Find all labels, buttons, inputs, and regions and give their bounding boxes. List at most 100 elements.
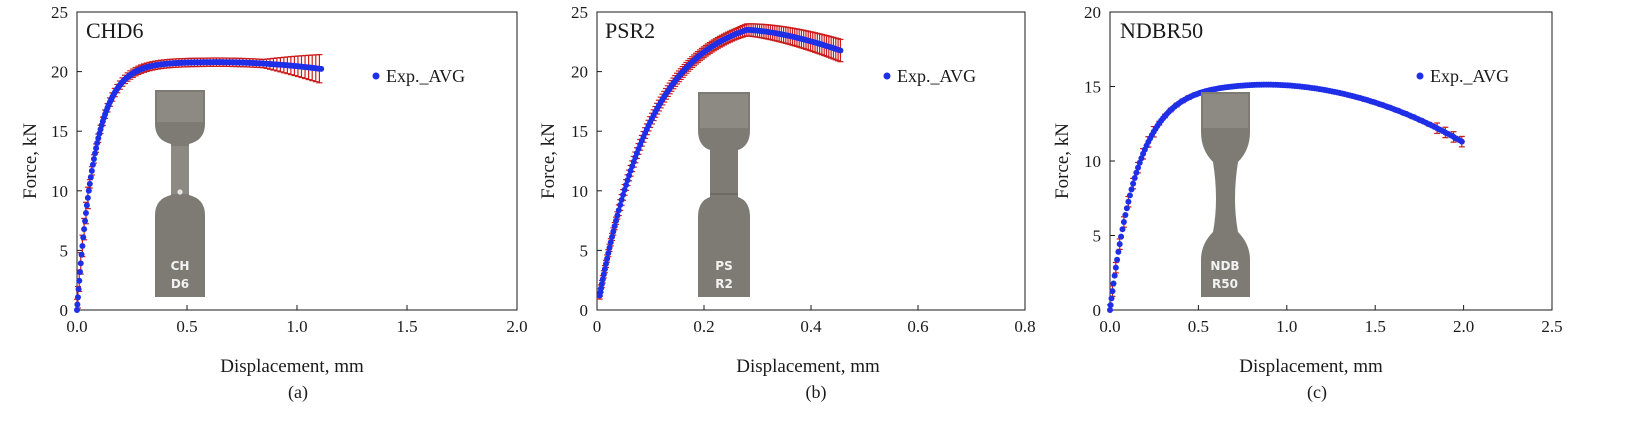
data-point: [74, 294, 81, 301]
x-tick-label: 0.0: [1099, 317, 1120, 336]
data-point: [1108, 295, 1115, 302]
panel-b-legend-label: Exp._AVG: [897, 66, 976, 86]
data-point: [602, 260, 609, 267]
data-point: [1136, 159, 1143, 166]
data-point: [80, 234, 87, 241]
x-tick-label: 0.4: [800, 317, 822, 336]
panel-a-xlabel: Displacement, mm: [220, 356, 364, 377]
panel-c-frame: [1109, 11, 1553, 311]
y-tick-label: 20: [51, 63, 68, 82]
data-point: [84, 194, 91, 201]
data-point: [1110, 280, 1117, 287]
panel-a-specimen-label-2: D6: [171, 277, 189, 291]
data-point: [1135, 164, 1142, 171]
data-point: [1131, 175, 1138, 182]
panel-a-ylabel: Force, kN: [20, 123, 41, 199]
panel-c-specimen-label-2: R50: [1212, 277, 1238, 291]
data-point: [92, 150, 99, 157]
data-point: [621, 186, 628, 193]
x-tick-label: 1.0: [286, 317, 307, 336]
panel-b-ylabel: Force, kN: [538, 123, 559, 199]
panel-c-specimen-label-1: NDB: [1210, 259, 1239, 273]
y-tick-label: 15: [51, 122, 68, 141]
y-tick-label: 20: [1084, 3, 1101, 22]
data-point: [1126, 192, 1133, 199]
data-point: [93, 145, 100, 152]
x-tick-label: 0.6: [907, 317, 928, 336]
data-point: [609, 233, 616, 240]
panel-c-points: [1107, 81, 1465, 313]
y-tick-label: 0: [580, 301, 589, 320]
data-point: [94, 140, 101, 147]
data-point: [74, 307, 80, 313]
panel-b-specimen-label-1: PS: [715, 259, 732, 273]
panel-a-legend-label: Exp._AVG: [386, 66, 465, 86]
y-tick-label: 0: [1093, 301, 1102, 320]
x-tick-label: 0.5: [1188, 317, 1209, 336]
x-tick-label: 1.5: [396, 317, 417, 336]
data-point: [79, 242, 86, 249]
x-tick-label: 0.5: [176, 317, 197, 336]
data-point: [74, 301, 81, 308]
data-point: [618, 196, 625, 203]
y-tick-label: 10: [1084, 152, 1101, 171]
data-point: [75, 286, 82, 293]
data-point: [599, 276, 606, 283]
data-point: [615, 207, 622, 214]
panel-c-specimen-photo: NDB R50: [1201, 92, 1250, 297]
y-tick-label: 20: [571, 63, 588, 82]
data-point: [86, 180, 93, 187]
data-point: [614, 212, 621, 219]
data-point: [606, 244, 613, 251]
data-point: [601, 266, 608, 273]
data-point: [95, 135, 102, 142]
y-tick-label: 5: [1093, 227, 1102, 246]
data-point: [605, 250, 612, 257]
data-point: [90, 155, 97, 162]
data-point: [1130, 180, 1137, 187]
data-point: [76, 277, 83, 284]
panel-c-legend-marker: [1416, 72, 1424, 80]
panel-c-title: NDBR50: [1120, 18, 1203, 43]
x-tick-label: 2.0: [506, 317, 527, 336]
y-tick-label: 10: [571, 182, 588, 201]
data-point: [607, 239, 614, 246]
data-point: [610, 228, 617, 235]
data-point: [89, 161, 96, 168]
data-point: [81, 226, 88, 233]
panel-a-caption: (a): [288, 382, 308, 403]
panel-c-xlabel: Displacement, mm: [1239, 356, 1383, 377]
data-point: [1133, 169, 1140, 176]
data-point: [88, 167, 95, 174]
panel-a-specimen-photo: CH D6: [155, 90, 205, 297]
data-point: [1111, 272, 1118, 279]
x-tick-label: 0.0: [66, 317, 87, 336]
y-tick-label: 0: [60, 301, 69, 320]
data-point: [1112, 264, 1119, 271]
data-point: [1118, 233, 1125, 240]
y-tick-label: 15: [571, 122, 588, 141]
x-tick-label: 2.0: [1453, 317, 1474, 336]
data-point: [76, 269, 83, 276]
data-point: [1123, 205, 1130, 212]
data-point: [1120, 218, 1127, 225]
panel-a-title: CHD6: [86, 18, 143, 43]
y-tick-label: 5: [60, 241, 69, 260]
data-point: [87, 174, 94, 181]
panel-a-points: [74, 59, 325, 313]
data-point: [82, 210, 89, 217]
panel-b-ticks: 0 0.2 0.4 0.6 0.8 0 5 10 15 20 25: [571, 3, 1036, 336]
panel-b-xlabel: Displacement, mm: [736, 356, 880, 377]
data-point: [1119, 226, 1126, 233]
y-tick-label: 10: [51, 182, 68, 201]
data-point: [77, 260, 84, 267]
panel-c-legend-label: Exp._AVG: [1430, 66, 1509, 86]
panel-b-frame: [596, 11, 1026, 311]
data-point: [1122, 212, 1129, 219]
data-point: [318, 65, 325, 72]
data-point: [78, 251, 85, 258]
